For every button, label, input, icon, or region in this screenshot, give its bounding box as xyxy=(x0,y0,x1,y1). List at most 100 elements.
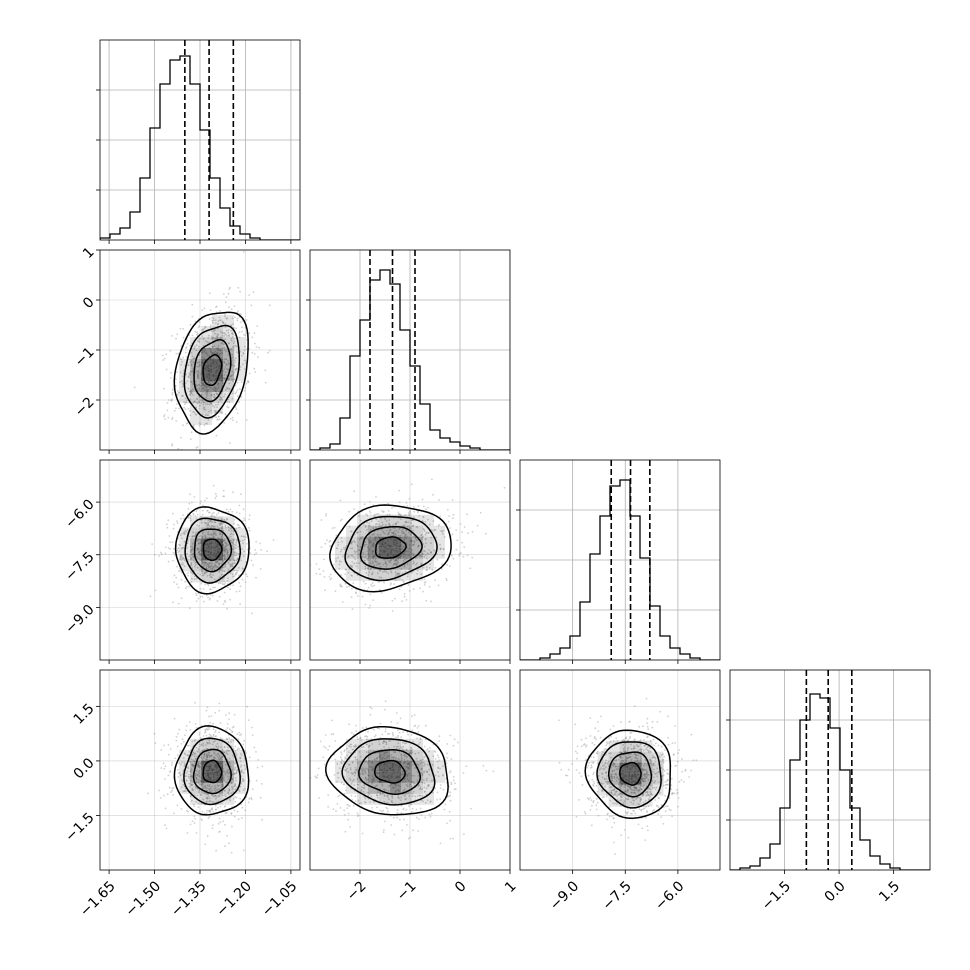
scatter-point xyxy=(371,762,374,764)
scatter-point xyxy=(226,749,229,752)
scatter-point xyxy=(641,778,644,781)
scatter-point xyxy=(217,334,220,336)
scatter-point xyxy=(355,592,358,595)
scatter-point xyxy=(228,548,231,551)
scatter-point xyxy=(223,770,226,773)
density-cell xyxy=(368,569,379,581)
scatter-point xyxy=(383,757,386,760)
scatter-point xyxy=(413,774,416,777)
scatter-point xyxy=(392,558,395,561)
scatter-point xyxy=(381,733,384,736)
scatter-point xyxy=(207,584,210,587)
scatter-point xyxy=(219,398,222,401)
scatter-point xyxy=(359,736,362,739)
scatter-point xyxy=(398,528,400,530)
scatter-point xyxy=(420,573,423,576)
scatter-point xyxy=(167,753,170,756)
scatter-point xyxy=(421,772,424,775)
scatter-point xyxy=(384,730,387,733)
scatter-point xyxy=(195,746,198,749)
scatter-point xyxy=(193,764,196,767)
scatter-point xyxy=(342,555,344,558)
scatter-point xyxy=(195,777,198,780)
scatter-point xyxy=(164,807,167,810)
scatter-point xyxy=(231,575,234,578)
scatter-point xyxy=(217,344,220,347)
scatter-point xyxy=(191,543,194,545)
scatter-point xyxy=(171,418,174,421)
scatter-point xyxy=(415,538,417,541)
scatter-point xyxy=(411,781,414,783)
scatter-point xyxy=(222,495,225,498)
scatter-point xyxy=(222,322,225,324)
scatter-point xyxy=(190,799,193,802)
scatter-point xyxy=(194,320,197,323)
scatter-point xyxy=(437,756,440,759)
scatter-point xyxy=(221,526,224,528)
scatter-point xyxy=(346,807,349,809)
scatter-point xyxy=(167,560,170,563)
scatter-point xyxy=(461,541,463,544)
scatter-point xyxy=(219,722,222,724)
density-cell xyxy=(357,569,368,581)
scatter-content-1-2 xyxy=(310,460,510,660)
scatter-point xyxy=(406,575,409,578)
scatter-point xyxy=(400,518,402,521)
scatter-point xyxy=(378,727,381,730)
scatter-point xyxy=(164,824,166,827)
scatter-point xyxy=(343,792,346,795)
scatter-point xyxy=(642,777,644,779)
density-cell xyxy=(390,547,401,559)
scatter-point xyxy=(377,520,380,523)
scatter-point xyxy=(193,753,196,755)
scatter-point xyxy=(379,722,382,725)
scatter-point xyxy=(203,563,205,566)
scatter-point xyxy=(368,744,371,747)
scatter-point xyxy=(362,773,365,775)
scatter-point xyxy=(362,770,364,772)
scatter-point xyxy=(346,803,349,806)
scatter-point xyxy=(243,517,246,520)
scatter-point xyxy=(470,807,472,810)
density-cell xyxy=(201,414,213,425)
scatter-point xyxy=(339,499,342,502)
scatter-point xyxy=(239,797,242,800)
scatter-point xyxy=(197,538,199,540)
scatter-point xyxy=(188,751,191,753)
scatter-point xyxy=(440,530,442,532)
scatter-point xyxy=(223,422,226,424)
scatter-point xyxy=(402,553,405,555)
scatter-point xyxy=(232,380,234,383)
scatter-point xyxy=(231,573,234,576)
scatter-point xyxy=(441,568,443,570)
scatter-point xyxy=(226,552,229,555)
density-cell xyxy=(412,738,423,750)
scatter-point xyxy=(197,542,200,545)
scatter-point xyxy=(244,787,246,790)
scatter-point xyxy=(187,810,190,813)
scatter-point xyxy=(235,770,238,773)
scatter-point xyxy=(234,573,237,575)
contour-1-3-2 xyxy=(341,738,436,806)
scatter-point xyxy=(207,414,210,417)
density-cell xyxy=(434,525,445,537)
scatter-point xyxy=(208,403,211,406)
scatter-point xyxy=(212,740,215,743)
scatter-point xyxy=(416,569,419,572)
contour-1-2-0 xyxy=(374,536,407,559)
scatter-point xyxy=(428,585,431,588)
scatter-point xyxy=(354,769,357,772)
scatter-point xyxy=(206,563,209,566)
scatter-point xyxy=(167,399,170,401)
scatter-point xyxy=(441,563,443,565)
scatter-point xyxy=(403,565,406,568)
scatter-point xyxy=(205,734,208,737)
scatter-point xyxy=(171,541,174,543)
scatter-point xyxy=(229,565,232,568)
scatter-point xyxy=(239,766,242,768)
scatter-point xyxy=(398,588,401,591)
scatter-point xyxy=(187,375,190,378)
scatter-panel-1-3 xyxy=(309,669,511,874)
scatter-point xyxy=(205,403,207,405)
scatter-point xyxy=(205,396,208,399)
